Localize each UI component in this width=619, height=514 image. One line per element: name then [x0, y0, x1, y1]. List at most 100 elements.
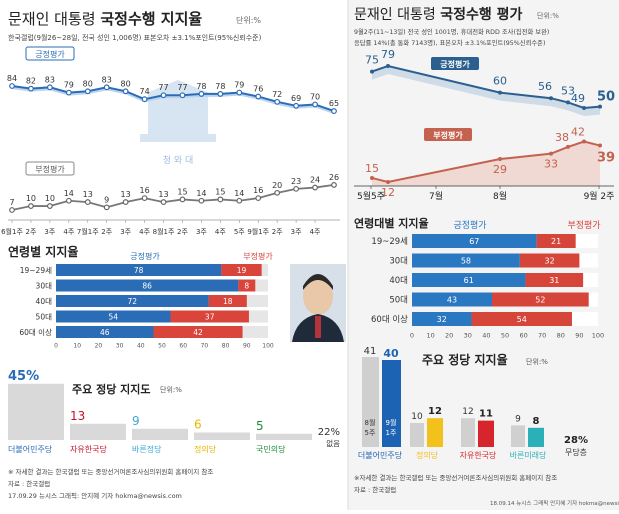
- age-pos-bar: [56, 279, 239, 292]
- pos-point: [9, 83, 15, 89]
- seal-text: 청 와 대: [163, 154, 194, 166]
- age-tick-label: 50: [501, 332, 509, 340]
- age-row-label: 40대: [389, 276, 408, 286]
- age-tick-label: 100: [592, 332, 604, 340]
- neg-point: [236, 197, 243, 204]
- pos-point: [65, 89, 72, 96]
- party-name: 정의당: [194, 444, 217, 454]
- neg-point: [160, 199, 167, 205]
- party-prev-bar: [410, 423, 424, 447]
- party-unit: 단위:%: [526, 357, 548, 366]
- neg-value-label: 16: [253, 186, 263, 195]
- age-row-label: 30대: [389, 257, 408, 267]
- pos-point: [293, 102, 300, 109]
- neg-value-label: 15: [365, 162, 379, 175]
- age-neg-value: 8: [244, 282, 249, 291]
- neg-point: [255, 195, 262, 202]
- age-tick-label: 0: [410, 332, 414, 340]
- pos-value-label: 60: [493, 75, 507, 88]
- age-pos-value: 86: [142, 282, 152, 291]
- party-name: 더불어민주당: [8, 444, 53, 454]
- neg-point: [582, 139, 586, 144]
- neg-series-name: 부정평가: [433, 130, 463, 140]
- party-prev-bar: [511, 425, 525, 447]
- pos-point: [84, 88, 91, 95]
- neg-label-box: [25, 161, 75, 176]
- pos-value-label: 82: [26, 77, 36, 86]
- right-footer-note: ※자세한 결과는 한국갤럽 또는 중앙선거여론조사심의위원회 홈페이지 참조: [354, 473, 557, 482]
- neg-point: [312, 184, 318, 191]
- left-footer-source: 자료 : 한국갤럽: [8, 479, 50, 488]
- neg-point: [179, 196, 186, 203]
- party-dem-name: 더불어민주당: [358, 450, 403, 460]
- pos-series-line: [11, 85, 335, 113]
- age-pos-value: 78: [134, 266, 144, 275]
- pos-value-label: 78: [215, 82, 225, 91]
- age-neg-value: 52: [535, 296, 545, 305]
- party-dem-prev-bar: [362, 357, 379, 447]
- neg-series-line: [11, 184, 335, 211]
- age-tick-label: 90: [243, 343, 251, 350]
- neg-value-label: 33: [544, 158, 558, 171]
- x-tick-label: 2주: [101, 228, 112, 236]
- age-tick-label: 70: [538, 332, 546, 340]
- age-pos-value: 46: [100, 328, 110, 337]
- pos-point: [236, 89, 243, 96]
- age-pos-value: 61: [464, 276, 474, 285]
- party-cur-value: 11: [479, 409, 493, 420]
- pos-value-label: 79: [234, 81, 244, 90]
- pos-point: [498, 90, 502, 95]
- neg-value-label: 10: [26, 194, 36, 203]
- party-value: 5: [256, 419, 264, 433]
- age-tick-label: 30: [464, 332, 472, 340]
- age-tick-label: 40: [137, 343, 145, 350]
- age-neg-value: 19: [237, 266, 247, 275]
- age-row-label: 19~29세: [371, 237, 408, 247]
- age-tick-label: 0: [54, 343, 58, 350]
- left-subtitle: 한국갤럽(9월26~28일, 전국 성인 1,006명) 표본오차 ±3.1%포…: [8, 33, 262, 42]
- party-prev-value: 10: [411, 412, 423, 422]
- party-prev-value: 12: [462, 407, 473, 417]
- neg-value-label: 13: [121, 190, 131, 199]
- party-name: 국민의당: [256, 444, 286, 454]
- pos-point: [217, 91, 224, 97]
- portrait-icon: [290, 264, 346, 342]
- party-cur-value: 8: [533, 416, 540, 427]
- age-neg-bar: [525, 273, 584, 287]
- pos-area: [372, 66, 600, 116]
- left-trend-chart: 6월1주 2주 3주 4주 7월1주 2주 3주 4주 8월1주 2주 3주 4주 5주 9월1주 2주 3주…: [1, 46, 340, 236]
- age-neg-bar: [471, 312, 572, 326]
- age-pos-bar: [56, 264, 222, 276]
- party-cur-bar: [528, 427, 544, 447]
- neg-value-label: 14: [64, 189, 74, 198]
- party-value: 13: [70, 409, 85, 423]
- pos-point: [103, 84, 110, 91]
- party-name: 자유한국당: [460, 450, 497, 460]
- age-neg-bar: [536, 234, 576, 248]
- age-pos-value: 67: [469, 237, 479, 246]
- x-tick-label: 8월: [493, 190, 507, 202]
- pos-value-label: 79: [64, 81, 74, 90]
- party-bar: [70, 423, 126, 440]
- age-pos-value: 32: [437, 315, 447, 324]
- pos-point: [46, 84, 53, 91]
- neg-value-label: 42: [571, 126, 585, 139]
- party-dem-cur-bar: [382, 360, 401, 447]
- neg-point: [386, 180, 390, 184]
- x-tick-label: 3주: [44, 228, 55, 236]
- age-pos-value: 72: [128, 297, 138, 306]
- right-subtitle-1: 9월2주(11~13일) 전국 성인 1001명, 휴대전화 RDD 조사(집전…: [354, 27, 549, 36]
- age-pos-bar: [412, 253, 520, 268]
- age-neg-bar: [491, 292, 589, 307]
- x-tick-label: 2주: [272, 228, 283, 236]
- party-name: 바른미래당: [510, 450, 547, 460]
- pos-point: [370, 69, 374, 74]
- left-title: 문재인 대통령 국정수행 지지율: [8, 10, 202, 28]
- age-tick-label: 50: [158, 343, 166, 350]
- party-title: 주요 정당 지지율: [422, 352, 508, 367]
- age-row-label: 50대: [36, 313, 53, 322]
- x-tick-label: 4주: [310, 228, 321, 236]
- pos-point: [312, 101, 318, 108]
- pos-point: [598, 104, 602, 109]
- left-age-chart: 연령별 지지율 긍정평가 부정평가 19~29세 78 19 30대 86 8 40대 72 18 50…: [8, 244, 274, 350]
